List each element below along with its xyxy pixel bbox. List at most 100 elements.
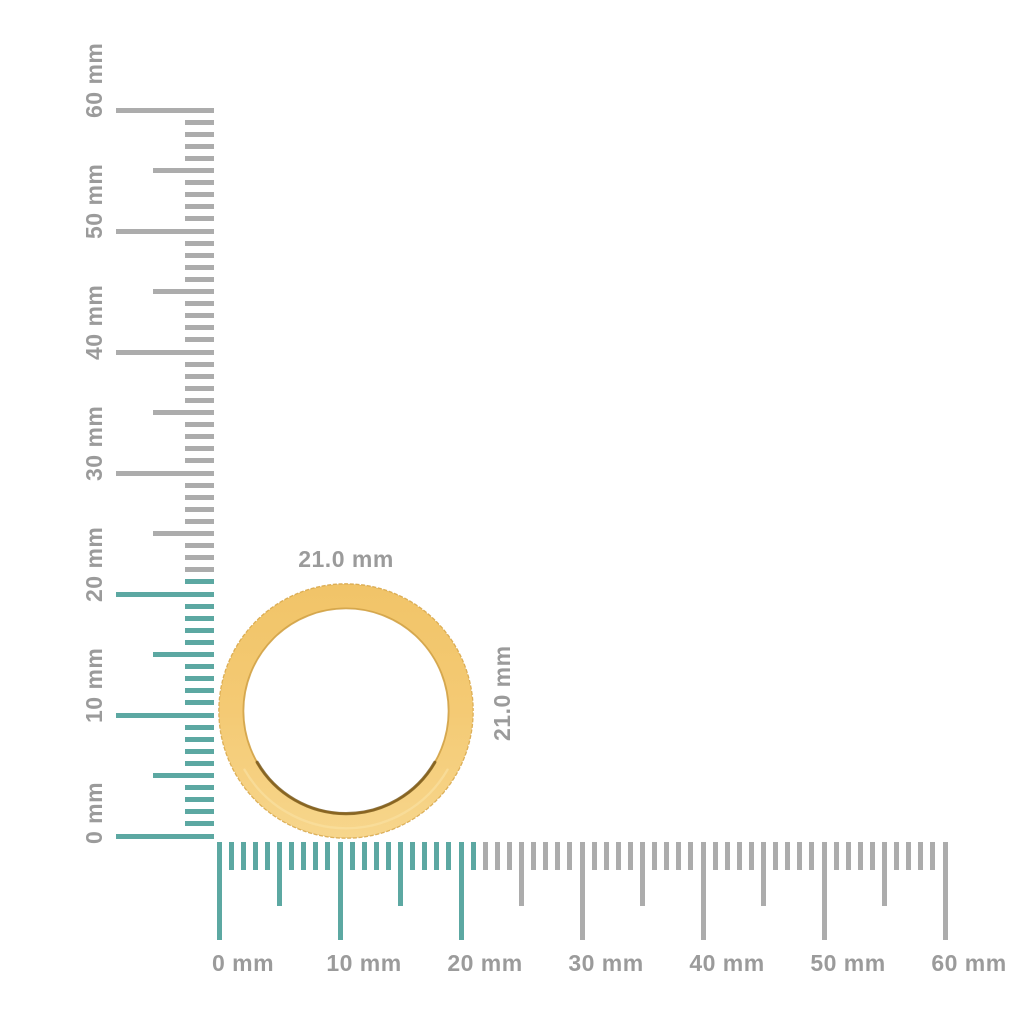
horizontal-ruler-tick <box>579 842 585 940</box>
horizontal-ruler-tick <box>277 842 282 906</box>
horizontal-ruler-tick <box>361 842 367 870</box>
horizontal-ruler-tick <box>748 842 754 870</box>
vertical-ruler-tick <box>185 676 214 682</box>
gold-ring <box>196 561 496 861</box>
vertical-ruler-label: 60 mm <box>81 42 107 118</box>
ring-svg <box>217 582 475 840</box>
vertical-ruler-tick <box>185 688 214 694</box>
vertical-ruler-tick <box>185 397 214 403</box>
horizontal-ruler-tick <box>821 842 827 940</box>
vertical-ruler-tick <box>185 736 214 742</box>
horizontal-ruler-tick <box>301 842 307 870</box>
vertical-ruler-tick <box>153 410 214 415</box>
horizontal-ruler-tick <box>543 842 549 870</box>
vertical-ruler-tick <box>185 131 214 137</box>
vertical-ruler-tick <box>185 325 214 331</box>
vertical-ruler-tick <box>185 385 214 391</box>
vertical-ruler-label: 10 mm <box>81 647 107 723</box>
vertical-ruler-label: 40 mm <box>81 284 107 360</box>
horizontal-ruler-tick <box>434 842 440 870</box>
horizontal-ruler-tick <box>458 842 464 940</box>
horizontal-ruler-tick <box>773 842 779 870</box>
horizontal-ruler-tick <box>882 842 887 906</box>
vertical-ruler-tick <box>185 337 214 343</box>
horizontal-ruler-tick <box>216 842 222 940</box>
horizontal-ruler-tick <box>627 842 633 870</box>
ring-inner-shadow <box>255 760 437 816</box>
horizontal-ruler-tick <box>700 842 706 940</box>
horizontal-ruler-tick <box>506 842 512 870</box>
vertical-ruler-tick <box>185 700 214 706</box>
vertical-ruler-tick <box>185 204 214 210</box>
vertical-ruler-tick <box>185 748 214 754</box>
vertical-ruler-tick <box>185 664 214 670</box>
vertical-ruler-tick <box>185 216 214 222</box>
vertical-ruler-tick <box>185 809 214 815</box>
horizontal-ruler-label: 20 mm <box>447 950 523 976</box>
vertical-ruler-tick <box>185 240 214 246</box>
vertical-ruler-tick <box>153 652 214 657</box>
horizontal-ruler-tick <box>894 842 900 870</box>
horizontal-ruler-label: 60 mm <box>931 950 1007 976</box>
horizontal-ruler-label: 30 mm <box>568 950 644 976</box>
vertical-ruler-tick <box>185 724 214 730</box>
horizontal-ruler-tick <box>712 842 718 870</box>
vertical-ruler-tick <box>185 506 214 512</box>
vertical-ruler-tick <box>185 543 214 549</box>
vertical-ruler-tick <box>185 422 214 428</box>
vertical-ruler-tick <box>153 773 214 778</box>
horizontal-ruler-tick <box>228 842 234 870</box>
horizontal-ruler-tick <box>252 842 258 870</box>
vertical-ruler-tick <box>185 458 214 464</box>
horizontal-ruler-label: 50 mm <box>810 950 886 976</box>
horizontal-ruler-tick <box>640 842 645 906</box>
vertical-ruler-tick <box>185 264 214 270</box>
vertical-ruler-tick <box>185 627 214 633</box>
horizontal-ruler-tick <box>809 842 815 870</box>
vertical-ruler-tick <box>185 603 214 609</box>
horizontal-ruler-tick <box>918 842 924 870</box>
ring-outer-highlight <box>243 768 449 830</box>
vertical-ruler-tick <box>116 833 214 839</box>
vertical-ruler-tick <box>185 143 214 149</box>
vertical-ruler-tick <box>185 180 214 186</box>
horizontal-ruler-tick <box>833 842 839 870</box>
horizontal-ruler-tick <box>555 842 561 870</box>
vertical-ruler-tick <box>185 252 214 258</box>
horizontal-ruler-tick <box>785 842 791 870</box>
horizontal-ruler-tick <box>373 842 379 870</box>
horizontal-ruler-tick <box>603 842 609 870</box>
vertical-ruler-tick <box>185 276 214 282</box>
horizontal-ruler-tick <box>676 842 682 870</box>
horizontal-ruler-tick <box>797 842 803 870</box>
horizontal-ruler-tick <box>688 842 694 870</box>
vertical-ruler-label: 30 mm <box>81 405 107 481</box>
vertical-ruler-tick <box>185 615 214 621</box>
vertical-ruler-tick <box>116 349 214 355</box>
horizontal-ruler-tick <box>652 842 658 870</box>
vertical-ruler-tick <box>185 482 214 488</box>
vertical-ruler-tick <box>185 155 214 161</box>
vertical-ruler-tick <box>185 192 214 198</box>
horizontal-ruler-tick <box>264 842 270 870</box>
vertical-ruler-tick <box>185 119 214 125</box>
horizontal-ruler-tick <box>349 842 355 870</box>
ring-serration-texture <box>217 582 475 840</box>
vertical-ruler-tick <box>185 567 214 573</box>
horizontal-ruler-tick <box>930 842 936 870</box>
horizontal-ruler-tick <box>313 842 319 870</box>
vertical-ruler-tick <box>116 470 214 476</box>
vertical-ruler-tick <box>185 361 214 367</box>
vertical-ruler-tick <box>185 555 214 561</box>
horizontal-ruler-tick <box>289 842 295 870</box>
vertical-ruler-label: 0 mm <box>81 781 107 844</box>
vertical-ruler-tick <box>185 760 214 766</box>
vertical-ruler-tick <box>185 313 214 319</box>
horizontal-ruler-tick <box>906 842 912 870</box>
vertical-ruler-tick <box>185 434 214 440</box>
vertical-ruler-tick <box>185 639 214 645</box>
height-dimension-label: 21.0 mm <box>489 645 515 741</box>
horizontal-ruler-tick <box>736 842 742 870</box>
vertical-ruler-tick <box>185 446 214 452</box>
